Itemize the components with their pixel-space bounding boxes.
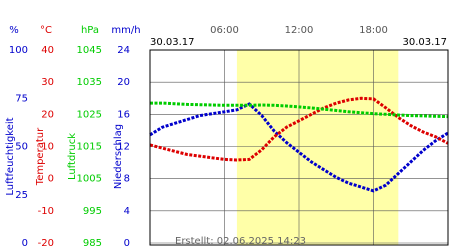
y-tick-label: 24 (117, 45, 130, 56)
date-right: 30.03.17 (402, 37, 447, 48)
y-tick-label: 0 (124, 238, 130, 249)
x-tick-label: 12:00 (285, 25, 314, 36)
y-tick-label: 4 (124, 206, 130, 217)
series-line (149, 102, 449, 193)
y-tick-label: -10 (38, 206, 54, 217)
y-tick-label: 10 (41, 142, 54, 153)
date-left: 30.03.17 (150, 37, 195, 48)
y-tick-label: -20 (38, 238, 54, 249)
axis-label: Niederschlag (113, 124, 124, 189)
y-tick-label: 75 (15, 93, 28, 104)
y-tick-label: 985 (83, 238, 102, 249)
y-tick-label: 1035 (77, 77, 102, 88)
y-tick-label: 25 (15, 190, 28, 201)
axis-unit: °C (40, 25, 52, 36)
y-tick-label: 50 (15, 142, 28, 153)
axis-label: Luftdruck (67, 133, 78, 180)
series-line (150, 101, 449, 119)
y-tick-label: 8 (124, 174, 130, 185)
axis-unit: % (9, 25, 19, 36)
series-line (149, 96, 449, 162)
y-tick-label: 100 (9, 45, 28, 56)
y-tick-label: 20 (41, 109, 54, 120)
y-tick-label: 0 (48, 174, 54, 185)
y-tick-label: 1045 (77, 45, 102, 56)
y-tick-label: 0 (22, 238, 28, 249)
y-tick-label: 1015 (77, 142, 102, 153)
y-tick-label: 1005 (77, 174, 102, 185)
y-tick-label: 995 (83, 206, 102, 217)
created-note: Erstellt: 02.06.2025 14:23 (175, 236, 306, 247)
y-tick-label: 1025 (77, 109, 102, 120)
y-tick-label: 16 (117, 109, 130, 120)
x-tick-label: 18:00 (359, 25, 388, 36)
y-tick-label: 40 (41, 45, 54, 56)
axis-unit: hPa (81, 25, 99, 36)
axis-label: Luftfeuchtigkeit (5, 117, 16, 195)
daylight (236, 50, 399, 245)
plot-border (149, 49, 449, 246)
y-tick-label: 30 (41, 77, 54, 88)
y-tick-label: 12 (117, 142, 130, 153)
x-tick-label: 06:00 (210, 25, 239, 36)
axis-label: Temperatur (35, 127, 46, 186)
y-tick-label: 20 (117, 77, 130, 88)
axis-unit: mm/h (111, 25, 140, 36)
